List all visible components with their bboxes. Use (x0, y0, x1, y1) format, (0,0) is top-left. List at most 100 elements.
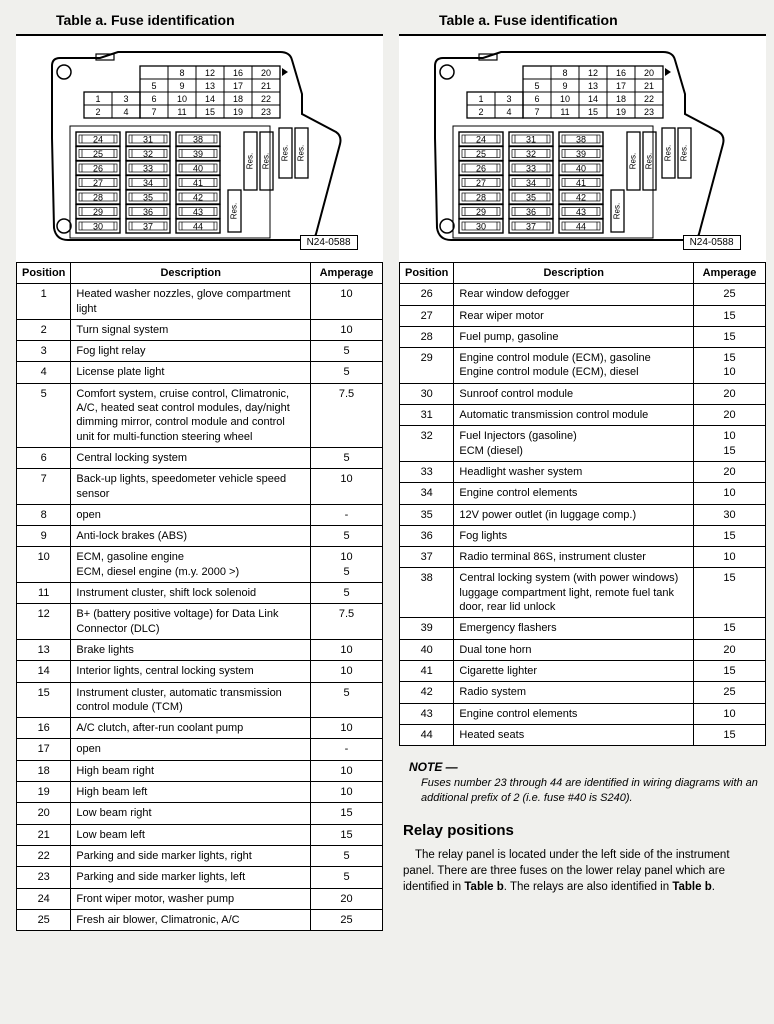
diagram-label-right: N24-0588 (683, 235, 741, 250)
col-header-description: Description (71, 263, 311, 284)
svg-text:5: 5 (534, 81, 539, 91)
svg-text:42: 42 (192, 193, 202, 203)
cell-amperage: 7.5 (311, 604, 383, 640)
cell-description: Rear wiper motor (454, 305, 694, 326)
cell-position: 7 (17, 469, 71, 505)
cell-position: 15 (17, 682, 71, 718)
cell-amperage: 20 (311, 888, 383, 909)
svg-text:Res.: Res. (612, 203, 621, 219)
cell-amperage: 15 (694, 305, 766, 326)
cell-amperage: 5 (311, 341, 383, 362)
cell-position: 2 (17, 319, 71, 340)
cell-amperage: 5 (311, 526, 383, 547)
table-row: 3512V power outlet (in luggage comp.)30 (400, 504, 766, 525)
table-row: 28Fuel pump, gasoline15 (400, 326, 766, 347)
table-row: 31Automatic transmission control module2… (400, 405, 766, 426)
cell-position: 19 (17, 782, 71, 803)
cell-description: Comfort system, cruise control, Climatro… (71, 383, 311, 447)
cell-position: 42 (400, 682, 454, 703)
svg-text:14: 14 (204, 94, 214, 104)
cell-amperage: 10 (694, 483, 766, 504)
svg-text:40: 40 (192, 164, 202, 174)
table-row: 14Interior lights, central locking syste… (17, 661, 383, 682)
cell-description: Back-up lights, speedometer vehicle spee… (71, 469, 311, 505)
svg-text:27: 27 (475, 178, 485, 188)
svg-text:1: 1 (478, 94, 483, 104)
svg-text:35: 35 (142, 193, 152, 203)
svg-text:21: 21 (260, 81, 270, 91)
cell-position: 18 (17, 760, 71, 781)
table-row: 38Central locking system (with power win… (400, 568, 766, 618)
cell-description: High beam right (71, 760, 311, 781)
fuse-diagram-right: 8121620591317211361014182224711151923242… (423, 48, 743, 248)
svg-text:8: 8 (179, 68, 184, 78)
cell-description: Low beam right (71, 803, 311, 824)
svg-text:15: 15 (204, 107, 214, 117)
cell-description: Fuel pump, gasoline (454, 326, 694, 347)
cell-position: 34 (400, 483, 454, 504)
cell-position: 12 (17, 604, 71, 640)
cell-description: Interior lights, central locking system (71, 661, 311, 682)
cell-description: Engine control module (ECM), gasoline En… (454, 348, 694, 384)
table-row: 23Parking and side marker lights, left5 (17, 867, 383, 888)
table-row: 22Parking and side marker lights, right5 (17, 845, 383, 866)
svg-text:34: 34 (142, 178, 152, 188)
cell-description: Brake lights (71, 639, 311, 660)
cell-position: 43 (400, 703, 454, 724)
table-row: 43Engine control elements10 (400, 703, 766, 724)
svg-text:17: 17 (615, 81, 625, 91)
cell-position: 30 (400, 383, 454, 404)
svg-text:20: 20 (260, 68, 270, 78)
relay-text-mid: . The relays are also identified in (504, 881, 673, 893)
svg-text:17: 17 (232, 81, 242, 91)
table-row: 37Radio terminal 86S, instrument cluster… (400, 547, 766, 568)
svg-text:12: 12 (204, 68, 214, 78)
svg-text:5: 5 (151, 81, 156, 91)
cell-amperage: 7.5 (311, 383, 383, 447)
note-block: NOTE — Fuses number 23 through 44 are id… (409, 760, 762, 806)
svg-text:44: 44 (575, 222, 585, 232)
svg-text:41: 41 (575, 178, 585, 188)
cell-amperage: 25 (694, 284, 766, 305)
svg-text:33: 33 (525, 164, 535, 174)
col-header-position: Position (17, 263, 71, 284)
cell-description: Radio system (454, 682, 694, 703)
svg-text:31: 31 (525, 135, 535, 145)
svg-text:37: 37 (142, 222, 152, 232)
cell-position: 32 (400, 426, 454, 462)
col-header-amperage: Amperage (311, 263, 383, 284)
svg-text:25: 25 (92, 149, 102, 159)
cell-position: 21 (17, 824, 71, 845)
cell-position: 6 (17, 447, 71, 468)
cell-description: Front wiper motor, washer pump (71, 888, 311, 909)
svg-text:16: 16 (232, 68, 242, 78)
cell-description: Sunroof control module (454, 383, 694, 404)
table-row: 8open- (17, 504, 383, 525)
svg-text:8: 8 (562, 68, 567, 78)
table-row: 20Low beam right15 (17, 803, 383, 824)
table-row: 7Back-up lights, speedometer vehicle spe… (17, 469, 383, 505)
table-row: 29Engine control module (ECM), gasoline … (400, 348, 766, 384)
cell-amperage: 15 (694, 326, 766, 347)
cell-amperage: 5 (311, 867, 383, 888)
cell-position: 4 (17, 362, 71, 383)
cell-description: Headlight washer system (454, 461, 694, 482)
table-row: 3Fog light relay5 (17, 341, 383, 362)
cell-position: 37 (400, 547, 454, 568)
fuse-table-left: Position Description Amperage 1Heated wa… (16, 262, 383, 931)
table-row: 24Front wiper motor, washer pump20 (17, 888, 383, 909)
page-root: Table a. Fuse identification 81216205913… (16, 8, 766, 931)
svg-text:13: 13 (587, 81, 597, 91)
svg-text:Res.: Res. (679, 145, 688, 161)
svg-text:15: 15 (587, 107, 597, 117)
svg-text:44: 44 (192, 222, 202, 232)
cell-amperage: 5 (311, 362, 383, 383)
cell-position: 5 (17, 383, 71, 447)
svg-text:43: 43 (192, 207, 202, 217)
cell-position: 23 (17, 867, 71, 888)
cell-description: Fog lights (454, 525, 694, 546)
svg-text:28: 28 (475, 193, 485, 203)
svg-text:40: 40 (575, 164, 585, 174)
cell-amperage: 30 (694, 504, 766, 525)
table-row: 34Engine control elements10 (400, 483, 766, 504)
